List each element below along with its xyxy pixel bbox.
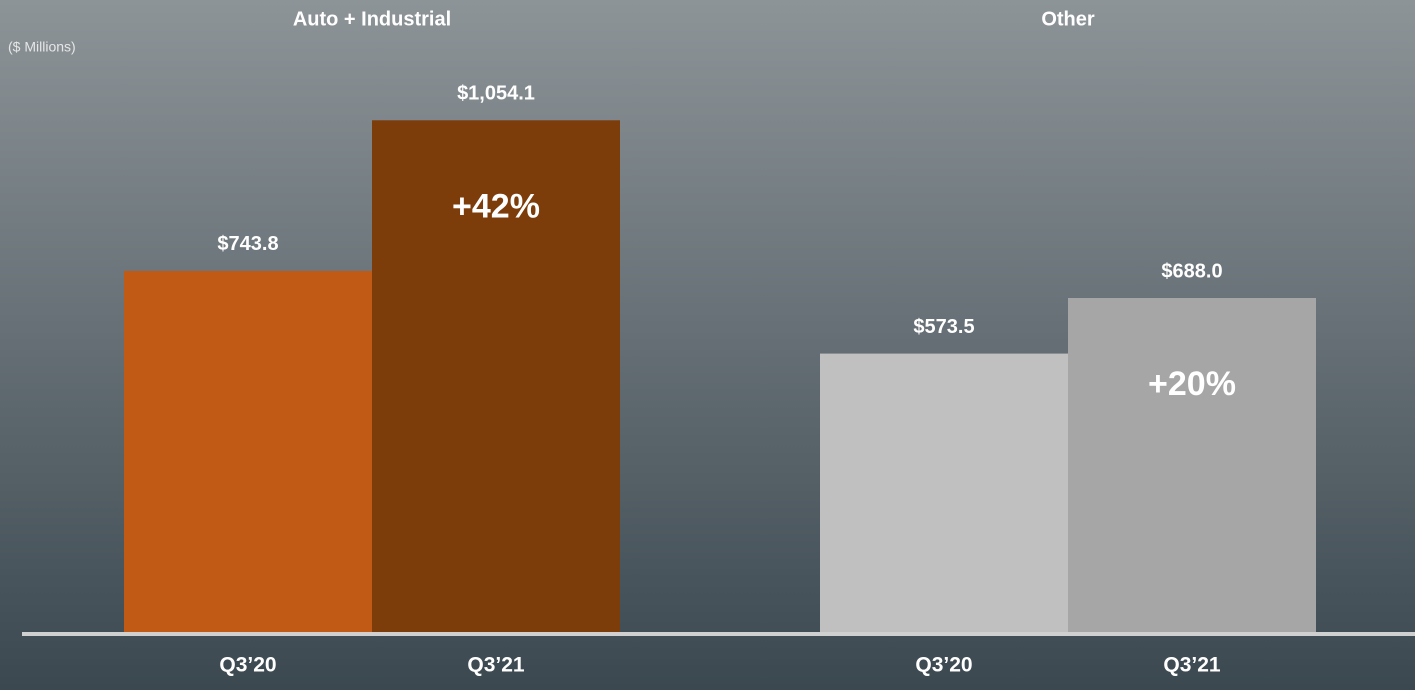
chart-title: Auto + Industrial [293,8,451,30]
x-tick-label: Q3’20 [219,654,276,677]
bar [372,120,620,633]
bar [820,353,1068,632]
value-label: $1,054.1 [457,83,535,105]
growth-annotation: +42% [452,187,540,225]
value-label: $743.8 [217,233,278,255]
growth-annotation: +20% [1148,365,1236,403]
x-tick-label: Q3’21 [467,654,525,677]
value-label: $688.0 [1161,260,1222,282]
unit-label: ($ Millions) [8,39,76,55]
chart-title: Other [1041,8,1095,30]
baseline [22,632,1415,636]
bar [124,270,372,632]
bar [1068,298,1316,632]
x-tick-label: Q3’21 [1163,654,1221,677]
value-label: $573.5 [913,316,974,338]
x-tick-label: Q3’20 [915,654,972,677]
